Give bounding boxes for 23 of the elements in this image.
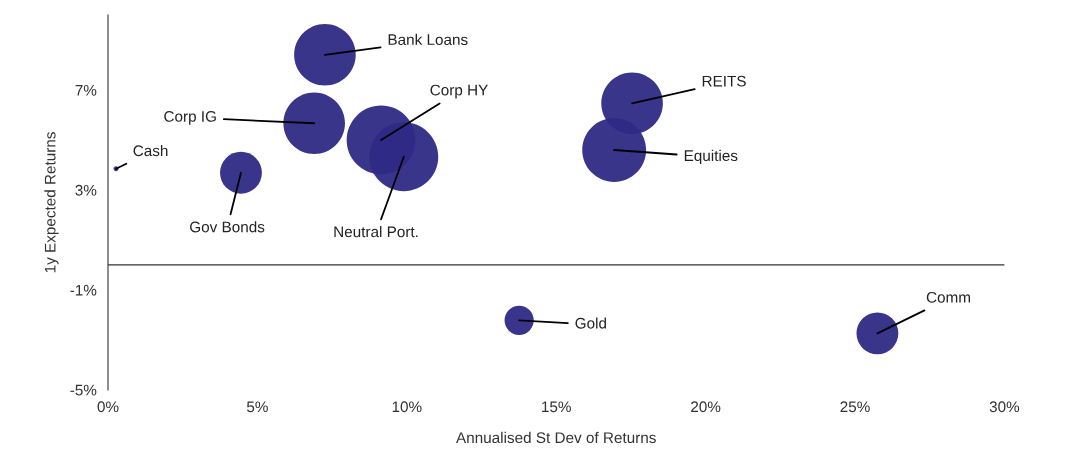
x-tick-label: 0%	[97, 401, 119, 413]
x-tick-label: 10%	[392, 401, 422, 413]
annotation: Corp HY	[430, 84, 488, 99]
x-tick-label: 15%	[542, 401, 571, 413]
x-tick-label: 30%	[989, 401, 1020, 413]
y-axis-title: 1y Expected Returns	[44, 132, 59, 273]
annotation: Equities	[684, 149, 738, 165]
annotation: Comm	[926, 291, 970, 303]
x-tick-label: 5%	[246, 401, 268, 413]
annotation: Gov Bonds	[190, 221, 265, 233]
x-tick-label: 20%	[691, 401, 721, 413]
x-axis-title: Annualised St Dev of Returns	[456, 431, 656, 444]
y-tick-label: -1%	[70, 284, 97, 296]
x-tick-label: 25%	[840, 401, 870, 413]
annotation: Gold	[575, 317, 606, 329]
y-tick-label: 7%	[75, 84, 97, 96]
annotation: Neutral Port.	[334, 226, 418, 238]
y-tick-label: -5%	[70, 384, 97, 396]
annotation: Corp IG	[164, 110, 216, 125]
annotation: Cash	[133, 144, 168, 157]
annotation: Bank Loans	[388, 33, 468, 46]
y-tick-label: 3%	[75, 184, 97, 196]
annotation: REITS	[702, 75, 746, 87]
